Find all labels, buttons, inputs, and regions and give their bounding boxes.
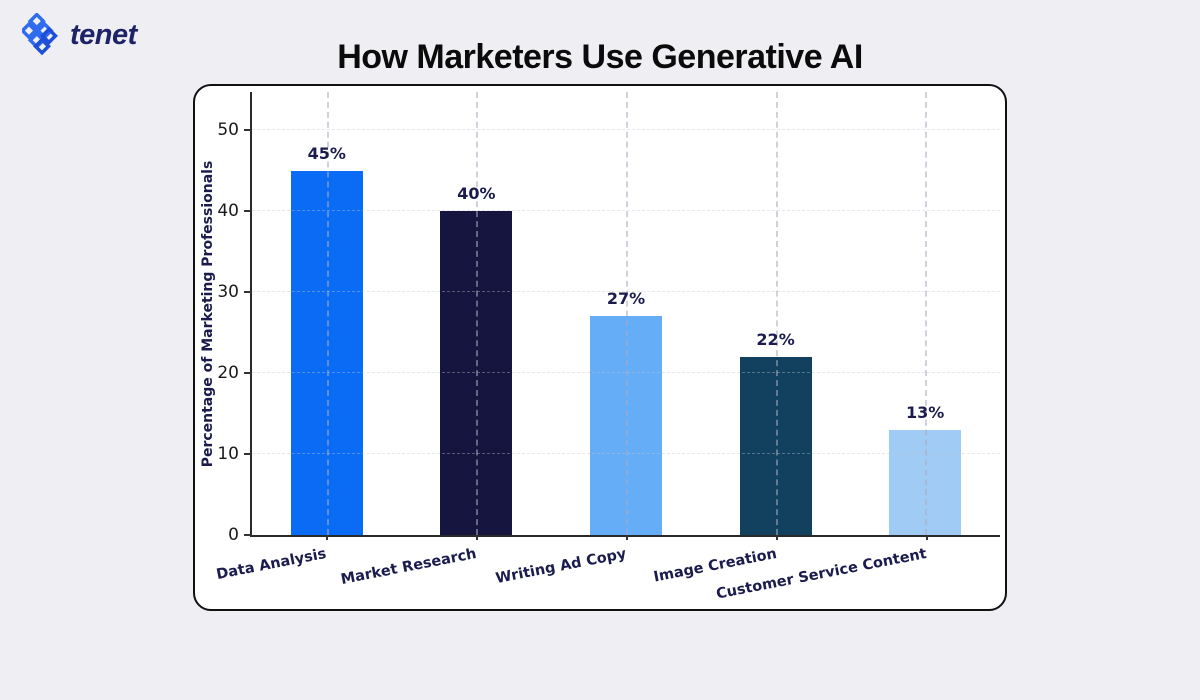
y-tick-label: 30 [217, 282, 239, 303]
y-tick-label: 20 [217, 363, 239, 384]
bar-slot-image-creation: 22% [701, 92, 851, 535]
bar-customer-service-content [889, 429, 962, 535]
x-tick-mark [626, 535, 628, 540]
x-tick-mark [776, 535, 778, 540]
bar-data-analysis [290, 170, 363, 535]
y-tick-label: 10 [217, 444, 239, 465]
y-tick-mark [244, 291, 252, 294]
y-tick-mark [244, 210, 252, 213]
y-tick-label: 50 [217, 120, 239, 141]
y-tick-mark [244, 534, 252, 536]
bar-slot-customer-service-content: 13% [850, 92, 1000, 535]
y-tick-mark [244, 372, 252, 375]
bar-value-label-writing-ad-copy: 27% [606, 289, 646, 309]
y-tick-mark [244, 453, 252, 456]
x-tick-label-market-research: Market Research [339, 546, 479, 588]
plot-area: Percentage of Marketing Professionals 45… [200, 92, 1000, 603]
bar-value-label-customer-service-content: 13% [906, 402, 945, 422]
page-title: How Marketers Use Generative AI [337, 38, 863, 76]
bars-row: 45% 40% 27% 22% 13% [252, 92, 1000, 535]
y-tick-label: 0 [228, 525, 239, 545]
bar-value-label-market-research: 40% [457, 184, 496, 204]
x-tick-mark [326, 535, 328, 540]
bar-image-creation [739, 356, 812, 535]
bar-slot-writing-ad-copy: 27% [551, 92, 701, 535]
bar-market-research [440, 211, 513, 535]
x-tick-mark [926, 535, 928, 540]
bar-writing-ad-copy [589, 316, 662, 535]
x-tick-mark [476, 535, 478, 540]
x-tick-label-writing-ad-copy: Writing Ad Copy [494, 546, 629, 588]
tenet-diamonds-logo-icon [22, 13, 62, 57]
bar-value-label-image-creation: 22% [756, 329, 795, 349]
bar-slot-data-analysis: 45% [252, 92, 402, 535]
y-tick-mark [244, 129, 252, 132]
chart-card: Percentage of Marketing Professionals 45… [193, 84, 1007, 611]
y-axis-title: Percentage of Marketing Professionals [200, 160, 216, 468]
y-tick-label: 40 [217, 201, 239, 222]
brand-wordmark: tenet [70, 18, 137, 51]
bar-slot-market-research: 40% [402, 92, 552, 535]
x-tick-label-data-analysis: Data Analysis [215, 546, 329, 583]
brand-logo: tenet [22, 13, 137, 57]
bar-value-label-data-analysis: 45% [307, 143, 346, 163]
